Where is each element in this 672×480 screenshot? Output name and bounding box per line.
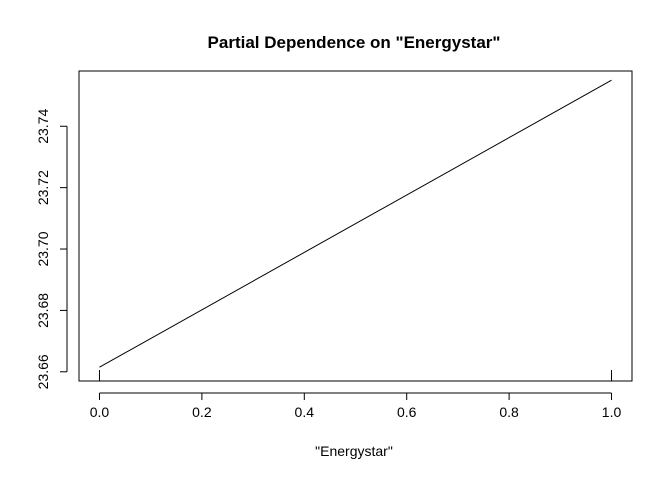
x-axis-label: "Energystar" <box>315 443 393 459</box>
x-tick-label: 0.6 <box>397 404 417 420</box>
chart-title: Partial Dependence on "Energystar" <box>208 33 501 52</box>
y-tick-label: 23.70 <box>35 231 51 266</box>
x-tick-label: 1.0 <box>602 404 622 420</box>
y-tick-label: 23.68 <box>35 293 51 328</box>
y-tick-label: 23.66 <box>35 354 51 389</box>
rug-marks <box>98 370 613 381</box>
x-tick-label: 0.0 <box>90 404 110 420</box>
x-tick-label: 0.8 <box>499 404 519 420</box>
series-line <box>99 79 612 368</box>
y-tick-label: 23.72 <box>35 170 51 205</box>
y-axis: 23.66 23.68 23.70 23.72 23.74 <box>35 109 68 389</box>
y-tick-label: 23.74 <box>35 109 51 144</box>
x-axis: 0.0 0.2 0.4 0.6 0.8 1.0 <box>90 392 622 420</box>
plot-box <box>78 70 633 382</box>
x-tick-label: 0.4 <box>295 404 315 420</box>
series-group <box>99 79 612 368</box>
x-tick-label: 0.2 <box>192 404 212 420</box>
